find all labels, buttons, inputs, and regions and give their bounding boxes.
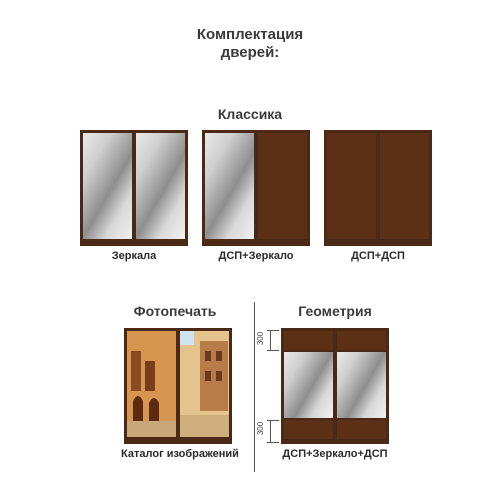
caption-dsp-mirror-dsp: ДСП+Зеркало+ДСП — [282, 448, 388, 460]
page-title-line1: Комплектация — [196, 26, 304, 43]
dsp-panel — [284, 420, 333, 439]
photo-panel — [127, 331, 176, 437]
wardrobe-dsp-mirror-dsp — [281, 328, 389, 444]
mirror-panel — [337, 352, 386, 418]
mirror-panel — [83, 133, 132, 239]
dimension-line-bottom — [270, 420, 271, 442]
dimension-top-label: 300 — [256, 331, 266, 346]
dimension-tick — [267, 330, 279, 331]
mirror-panel — [205, 133, 254, 239]
dsp-panel — [337, 420, 386, 439]
page-title-line2: дверей: — [220, 44, 280, 61]
section-classic-title: Классика — [217, 106, 283, 122]
street-photo-left — [127, 331, 176, 437]
section-photo-title: Фотопечать — [133, 303, 217, 319]
wardrobe-dsp-dsp — [324, 130, 432, 246]
dimension-tick — [267, 350, 279, 351]
wardrobe-mirrors — [80, 130, 188, 246]
dimension-tick — [267, 442, 279, 443]
dsp-panel — [380, 133, 429, 239]
section-geometry-title: Геометрия — [298, 303, 372, 319]
dimension-tick — [267, 420, 279, 421]
street-photo-right — [180, 331, 229, 437]
photo-panel — [180, 331, 229, 437]
dimension-top: 300 — [256, 330, 268, 352]
section-divider — [254, 302, 255, 472]
dimension-bottom: 300 — [256, 420, 268, 442]
dsp-panel — [258, 133, 307, 239]
dsp-panel — [327, 133, 376, 239]
mirror-panel — [284, 352, 333, 418]
dimension-bottom-label: 300 — [256, 421, 266, 436]
caption-dsp-mirror: ДСП+Зеркало — [218, 250, 294, 262]
caption-catalog: Каталог изображений — [121, 448, 239, 460]
dsp-panel — [284, 331, 333, 350]
mirror-panel — [136, 133, 185, 239]
wardrobe-dsp-mirror — [202, 130, 310, 246]
dimension-line-top — [270, 330, 271, 350]
wardrobe-photo — [124, 328, 232, 444]
caption-mirrors: Зеркала — [111, 250, 157, 262]
caption-dsp-dsp: ДСП+ДСП — [351, 250, 405, 262]
dsp-panel — [337, 331, 386, 350]
